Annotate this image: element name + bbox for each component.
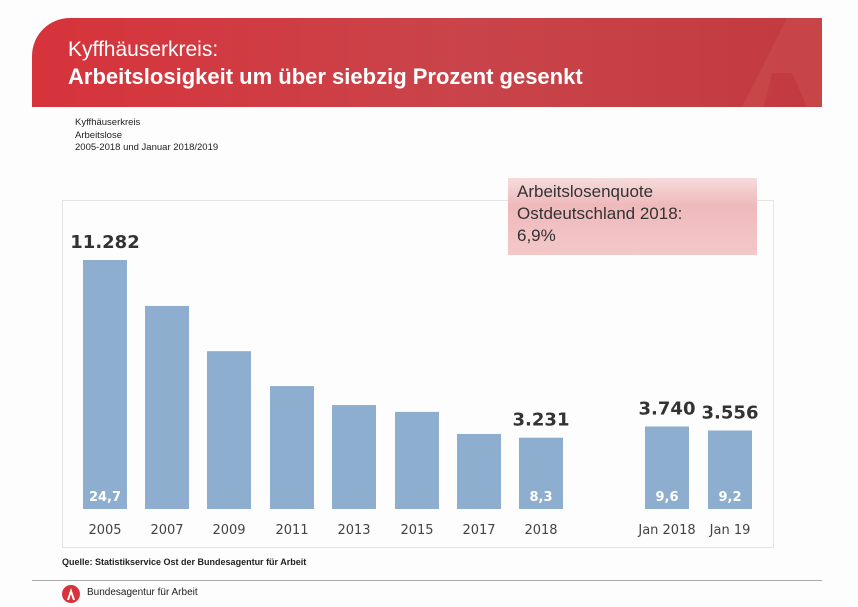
footer-org: Bundesagentur für Arbeit [87, 587, 198, 598]
bar-2017 [457, 433, 501, 509]
x-tick-label: 2005 [88, 523, 121, 538]
value-label: 11.282 [70, 232, 139, 253]
rate-label: 24,7 [89, 490, 121, 505]
bar-2018 [519, 437, 563, 509]
source-note: Quelle: Statistikservice Ost der Bundesa… [62, 557, 307, 567]
subtitle-region: Kyffhäuserkreis [75, 117, 141, 128]
annotation-line3: 6,9% [517, 226, 556, 245]
rate-label: 9,6 [655, 490, 678, 505]
bar-2007 [145, 305, 189, 509]
rate-label: 9,2 [718, 490, 741, 505]
header-banner: Kyffhäuserkreis: Arbeitslosigkeit um übe… [32, 18, 822, 107]
value-label: 3.740 [639, 398, 696, 419]
rate-label: 8,3 [529, 490, 552, 505]
x-tick-label: 2017 [462, 523, 495, 538]
x-tick-label: 2018 [524, 523, 557, 538]
agency-logo-watermark-icon [742, 18, 822, 107]
title-line1: Kyffhäuserkreis: [68, 38, 219, 61]
x-tick-label: 2013 [337, 523, 370, 538]
footer-divider [32, 580, 822, 581]
annotation-line1: Arbeitslosenquote [517, 182, 654, 201]
x-tick-label: 2007 [150, 523, 183, 538]
x-tick-label: 2015 [400, 523, 433, 538]
value-label: 3.231 [513, 410, 570, 431]
subtitle-measure: Arbeitslose [75, 129, 122, 141]
bar-2011 [270, 386, 314, 509]
value-label: 3.556 [702, 403, 759, 424]
annotation-box: Arbeitslosenquote Ostdeutschland 2018: 6… [508, 178, 757, 255]
annotation-line2: Ostdeutschland 2018: [517, 204, 683, 223]
chart-area [62, 200, 774, 548]
chart-subtitle: Kyffhäuserkreis Arbeitslose 2005-2018 un… [75, 117, 218, 155]
x-tick-label: Jan 2018 [637, 523, 695, 538]
bar-2013 [332, 405, 376, 509]
subtitle-period: 2005-2018 und Januar 2018/2019 [75, 142, 219, 153]
bar-Jan-2018 [645, 426, 689, 509]
bar-2009 [207, 351, 251, 509]
bar-Jan-19 [708, 430, 752, 509]
bar-2015 [395, 411, 439, 509]
x-tick-label: 2009 [212, 523, 245, 538]
x-tick-label: Jan 19 [709, 523, 751, 538]
title-line2: Arbeitslosigkeit um über siebzig Prozent… [68, 64, 583, 89]
agency-logo-icon [62, 585, 80, 603]
x-tick-label: 2011 [275, 523, 308, 538]
bar-2005 [83, 260, 127, 509]
